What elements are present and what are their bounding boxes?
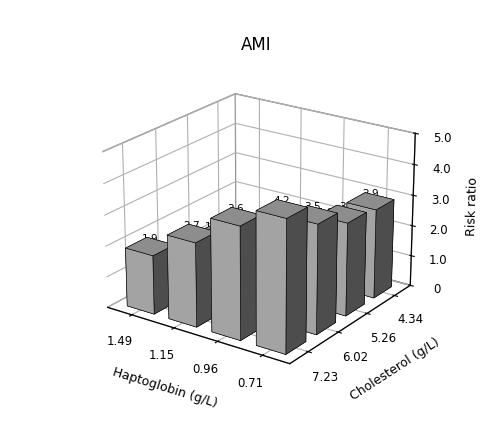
X-axis label: Haptoglobin (g/L): Haptoglobin (g/L): [111, 366, 219, 410]
Title: AMI: AMI: [241, 36, 272, 54]
Y-axis label: Cholesterol (g/L): Cholesterol (g/L): [348, 336, 442, 403]
